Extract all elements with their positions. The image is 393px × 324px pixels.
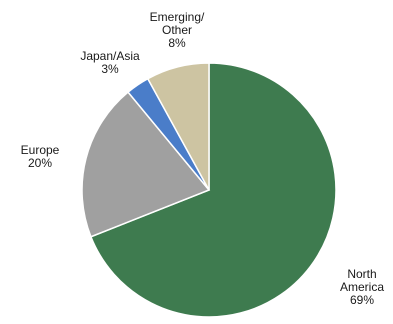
pie-slice-north-america bbox=[89, 62, 337, 318]
slice-value-label: 20% bbox=[28, 156, 52, 170]
slice-name-line: North bbox=[347, 267, 376, 281]
slices-layer bbox=[81, 62, 337, 318]
slice-label-north-america: North America 69% bbox=[340, 267, 384, 307]
slice-name-line: Other bbox=[162, 23, 192, 37]
slice-value-label: 69% bbox=[350, 293, 374, 307]
slice-value-label: 3% bbox=[101, 62, 119, 76]
slice-name-line: Europe bbox=[21, 143, 60, 157]
slice-label-europe: Europe 20% bbox=[21, 143, 60, 170]
slice-name-line: America bbox=[340, 280, 384, 294]
slice-name-line: Emerging/ bbox=[150, 10, 205, 24]
pie-slice-emerging-other bbox=[146, 62, 210, 191]
slice-name-line: Japan/Asia bbox=[80, 49, 140, 63]
labels-layer: North America 69% Europe 20% Japan/Asia 3% Emer… bbox=[21, 10, 385, 307]
slice-label-japan-asia: Japan/Asia 3% bbox=[80, 49, 140, 76]
pie-slice-europe bbox=[81, 91, 211, 238]
slice-value-label: 8% bbox=[168, 36, 186, 50]
slice-label-emerging-other: Emerging/Other 8% bbox=[150, 10, 205, 50]
